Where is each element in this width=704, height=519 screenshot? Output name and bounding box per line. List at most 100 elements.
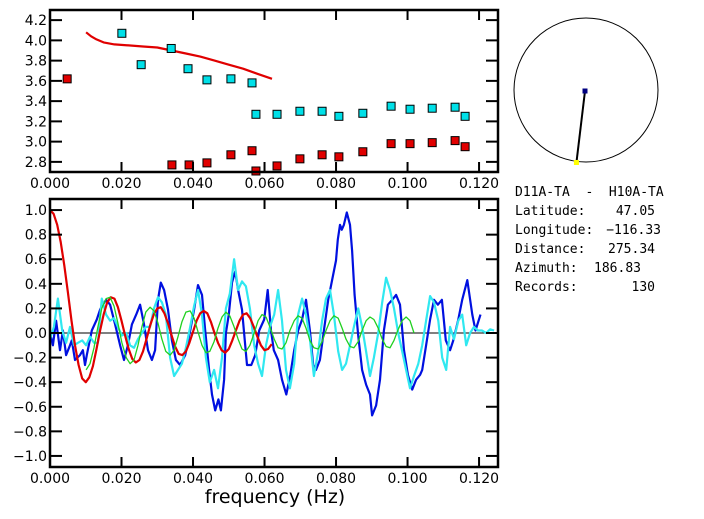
top-point-red-points <box>247 146 257 156</box>
top-ytick-label: 3.0 <box>25 135 47 151</box>
azimuth-row: Azimuth: 186.83 <box>515 259 664 278</box>
bot-line-red-model <box>50 209 273 384</box>
top-point-red-points <box>272 161 282 171</box>
top-point-red-points <box>202 158 212 168</box>
top-xtick-label: 0.040 <box>173 176 213 192</box>
top-ytick-label: 3.6 <box>25 74 47 90</box>
top-point-cyan-points <box>247 78 257 88</box>
latitude-label: Latitude: <box>515 204 586 219</box>
top-ytick-label: 3.4 <box>25 94 47 110</box>
bot-ytick-label: 0.0 <box>25 326 47 342</box>
top-ytick-label: 3.2 <box>25 114 47 130</box>
top-point-red-points <box>62 74 72 84</box>
info-panel: D11A-TA - H10A-TA Latitude: 47.05 Longitu… <box>515 183 664 297</box>
azimuth-value: 186.83 <box>594 261 641 276</box>
top-point-cyan-points <box>183 64 193 74</box>
top-point-red-points <box>317 150 327 160</box>
bot-xtick-label: 0.100 <box>387 471 427 487</box>
top-line-red-curve <box>85 31 273 80</box>
correlation-axes: 0.000 0.020 0.040 0.060 0.080 0.100 0.120 1.0 0.… <box>13 197 500 487</box>
top-point-cyan-points <box>202 75 212 85</box>
top-series-group <box>85 31 273 80</box>
bot-xtick-label: 0.020 <box>101 471 141 487</box>
bot-series-group <box>50 209 498 417</box>
top-point-red-points <box>450 136 460 146</box>
bot-ytick-label: 0.6 <box>25 252 47 268</box>
center-station-marker <box>582 88 588 94</box>
azimuth-label: Azimuth: <box>515 261 578 276</box>
bot-ytick-label: −1.0 <box>13 449 47 465</box>
top-xtick-label: 0.060 <box>244 176 284 192</box>
longitude-label: Longitude: <box>515 223 594 238</box>
correlation-data <box>50 209 498 417</box>
bot-xtick-label: 0.040 <box>173 471 213 487</box>
top-ytick-label: 4.0 <box>25 33 47 49</box>
top-point-red-points <box>460 142 470 152</box>
bot-xtick-label: 0.120 <box>459 471 499 487</box>
top-xtick-label: 0.120 <box>459 176 499 192</box>
latitude-row: Latitude: 47.05 <box>515 202 664 221</box>
top-point-cyan-points <box>450 102 460 112</box>
bot-ytick-label: −0.4 <box>13 375 47 391</box>
bot-ytick-label: 0.8 <box>25 228 47 244</box>
top-point-red-points <box>295 154 305 164</box>
longitude-value: −116.33 <box>606 223 661 238</box>
top-xtick-label: 0.100 <box>387 176 427 192</box>
top-point-cyan-points <box>272 109 282 119</box>
top-point-red-points <box>386 139 396 149</box>
dispersion-plot: 0.000 0.020 0.040 0.060 0.080 0.100 0.120 2.8 3.… <box>25 8 500 192</box>
top-xtick-label: 0.000 <box>30 176 70 192</box>
station-map <box>513 17 659 165</box>
x-axis-label: frequency (Hz) <box>205 486 345 508</box>
top-point-red-points <box>358 147 368 157</box>
bot-ytick-label: 0.2 <box>25 301 47 317</box>
top-point-cyan-points <box>166 43 176 53</box>
top-ytick-label: 4.2 <box>25 13 47 29</box>
bot-ytick-label: 1.0 <box>25 203 47 219</box>
bot-line-blue-observed <box>50 211 482 417</box>
top-point-cyan-points <box>427 103 437 113</box>
station-pair-text: D11A-TA - H10A-TA <box>515 185 664 200</box>
bot-ytick-label: −0.6 <box>13 400 47 416</box>
bot-ytick-label: −0.8 <box>13 424 47 440</box>
bot-line-green-model <box>85 296 415 371</box>
longitude-row: Longitude: −116.33 <box>515 221 664 240</box>
top-point-cyan-points <box>136 60 146 70</box>
distance-value: 275.34 <box>608 242 655 257</box>
top-point-cyan-points <box>117 28 127 38</box>
top-point-red-points <box>167 160 177 170</box>
correlation-plot: 0.000 0.020 0.040 0.060 0.080 0.100 0.120 1.0 0.… <box>13 197 500 487</box>
top-xtick-label: 0.080 <box>316 176 356 192</box>
dispersion-data <box>62 28 470 176</box>
records-value: 130 <box>631 280 655 295</box>
top-point-cyan-points <box>317 106 327 116</box>
top-point-red-points <box>427 138 437 148</box>
top-point-cyan-points <box>460 111 470 121</box>
top-point-cyan-points <box>334 111 344 121</box>
bot-xtick-label: 0.000 <box>30 471 70 487</box>
latitude-value: 47.05 <box>615 204 655 219</box>
top-point-cyan-points <box>295 106 305 116</box>
top-point-cyan-points <box>358 108 368 118</box>
path-line <box>575 90 586 163</box>
bot-xtick-label: 0.060 <box>244 471 284 487</box>
bot-xtick-label: 0.080 <box>316 471 356 487</box>
top-point-red-points <box>184 160 194 170</box>
top-point-cyan-points <box>405 104 415 114</box>
distance-label: Distance: <box>515 242 586 257</box>
records-label: Records: <box>515 280 578 295</box>
top-point-cyan-points <box>251 109 261 119</box>
top-ytick-label: 2.8 <box>25 155 47 171</box>
bot-ytick-label: 0.4 <box>25 277 47 293</box>
top-frame <box>48 8 500 174</box>
top-point-red-points <box>226 150 236 160</box>
top-point-red-points <box>334 152 344 162</box>
top-point-red-points <box>405 139 415 149</box>
distance-row: Distance: 275.34 <box>515 240 664 259</box>
records-row: Records: 130 <box>515 278 664 297</box>
bot-ytick-label: −0.2 <box>13 351 47 367</box>
top-xtick-label: 0.020 <box>101 176 141 192</box>
top-ytick-label: 3.8 <box>25 54 47 70</box>
top-point-cyan-points <box>386 101 396 111</box>
